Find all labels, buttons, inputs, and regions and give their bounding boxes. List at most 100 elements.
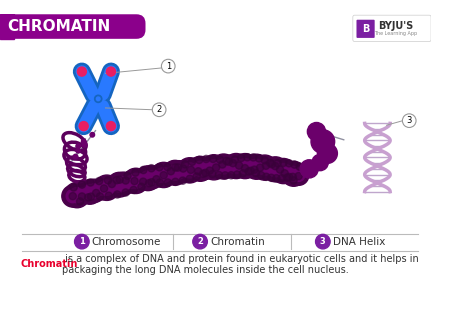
Circle shape [402, 114, 416, 128]
Circle shape [75, 188, 87, 200]
Circle shape [268, 174, 275, 181]
Circle shape [202, 169, 209, 176]
Circle shape [96, 97, 100, 101]
Circle shape [241, 164, 248, 172]
Circle shape [262, 158, 284, 180]
Circle shape [283, 174, 291, 181]
Circle shape [202, 163, 213, 174]
Circle shape [210, 155, 217, 163]
Circle shape [261, 159, 279, 178]
Circle shape [74, 234, 89, 249]
Circle shape [122, 177, 129, 184]
Circle shape [162, 168, 173, 180]
Circle shape [122, 177, 133, 188]
Circle shape [225, 158, 232, 165]
Circle shape [100, 185, 108, 192]
Circle shape [136, 166, 160, 191]
Circle shape [140, 166, 164, 189]
Circle shape [219, 161, 226, 168]
Circle shape [114, 191, 121, 198]
Circle shape [107, 172, 132, 197]
Circle shape [285, 160, 293, 167]
Circle shape [164, 163, 171, 171]
Circle shape [82, 139, 86, 144]
Circle shape [215, 171, 222, 179]
Circle shape [252, 155, 277, 180]
Circle shape [156, 163, 163, 171]
Circle shape [112, 172, 135, 195]
Circle shape [252, 169, 260, 177]
Circle shape [261, 161, 274, 175]
Circle shape [223, 153, 249, 179]
Circle shape [153, 176, 160, 183]
Circle shape [229, 159, 237, 167]
Circle shape [188, 156, 213, 181]
Circle shape [69, 192, 76, 200]
Circle shape [293, 169, 305, 181]
Circle shape [149, 165, 171, 187]
Circle shape [266, 159, 274, 167]
Circle shape [123, 168, 148, 193]
Circle shape [197, 162, 210, 175]
Circle shape [237, 158, 253, 174]
Circle shape [69, 187, 85, 203]
Circle shape [106, 122, 116, 131]
Circle shape [281, 170, 288, 177]
Circle shape [278, 175, 285, 182]
Circle shape [318, 143, 337, 163]
Circle shape [252, 158, 272, 177]
Text: 2: 2 [197, 237, 203, 246]
Circle shape [80, 187, 91, 199]
Circle shape [148, 165, 155, 172]
Circle shape [275, 164, 287, 176]
Circle shape [206, 160, 221, 175]
Circle shape [153, 169, 166, 182]
Circle shape [87, 193, 95, 200]
Text: 3: 3 [407, 116, 412, 125]
Text: DNA Helix: DNA Helix [333, 237, 385, 247]
Circle shape [96, 177, 103, 185]
Circle shape [263, 157, 288, 182]
Circle shape [237, 154, 245, 162]
Circle shape [229, 156, 249, 176]
Circle shape [312, 154, 328, 171]
Circle shape [104, 177, 112, 184]
Circle shape [173, 163, 191, 180]
Circle shape [268, 161, 275, 168]
Circle shape [92, 189, 100, 197]
Circle shape [226, 159, 240, 173]
Circle shape [291, 161, 298, 168]
Circle shape [261, 157, 268, 164]
Circle shape [225, 161, 236, 172]
Circle shape [84, 194, 92, 201]
Circle shape [172, 165, 186, 179]
Circle shape [239, 169, 246, 177]
Circle shape [96, 182, 109, 195]
Circle shape [71, 184, 91, 204]
Circle shape [116, 176, 123, 183]
Circle shape [182, 161, 189, 168]
Text: B: B [362, 24, 369, 34]
Text: is a complex of DNA and protein found in eukaryotic cells and it helps in
packag: is a complex of DNA and protein found in… [62, 254, 419, 275]
Circle shape [251, 166, 258, 173]
Circle shape [212, 164, 220, 171]
Circle shape [162, 59, 175, 73]
Circle shape [168, 165, 182, 180]
Circle shape [148, 179, 155, 186]
Circle shape [77, 67, 86, 76]
Text: 1: 1 [79, 237, 85, 246]
Circle shape [295, 172, 302, 180]
Circle shape [285, 173, 293, 180]
Circle shape [316, 234, 330, 249]
Circle shape [105, 192, 112, 199]
Circle shape [289, 173, 296, 180]
Circle shape [237, 155, 259, 178]
Circle shape [187, 166, 194, 174]
Circle shape [132, 169, 139, 176]
Circle shape [221, 172, 229, 179]
Circle shape [291, 169, 302, 180]
Circle shape [228, 158, 244, 174]
Circle shape [256, 157, 279, 179]
Circle shape [256, 161, 268, 173]
Circle shape [182, 163, 197, 178]
